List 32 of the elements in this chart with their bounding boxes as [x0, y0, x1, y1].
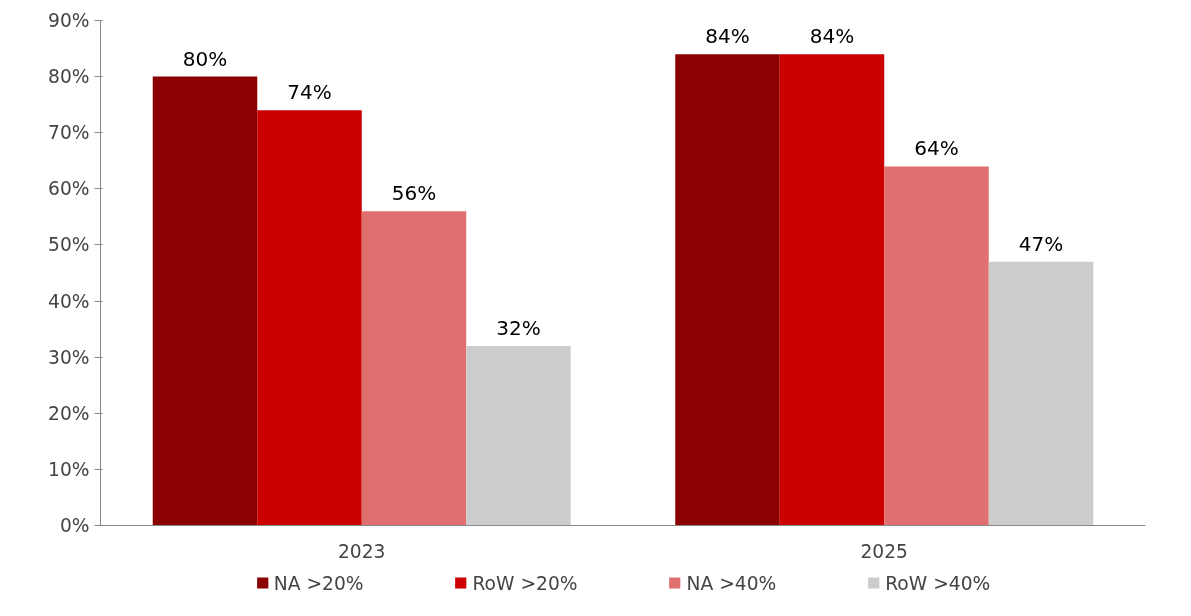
- data-label: 80%: [182, 46, 228, 71]
- bar: [884, 166, 989, 526]
- x-tick-label: 2023: [338, 540, 386, 562]
- x-tick-label: 2025: [860, 540, 908, 562]
- y-tick-label: 50%: [48, 234, 90, 256]
- y-tick-label: 60%: [48, 178, 90, 200]
- data-label: 32%: [496, 315, 541, 340]
- bar: [152, 76, 258, 526]
- data-label: 64%: [914, 136, 959, 161]
- legend-label: RoW >40%: [885, 572, 991, 593]
- data-label: 84%: [705, 24, 750, 49]
- y-tick-label: 0%: [59, 515, 90, 536]
- y-tick-label: 10%: [48, 458, 90, 480]
- bar: [257, 110, 362, 526]
- y-tick-label: 90%: [48, 10, 90, 31]
- y-tick-label: 30%: [48, 346, 90, 368]
- data-label: 74%: [287, 80, 332, 105]
- data-label: 47%: [1018, 231, 1064, 256]
- legend-label: RoW >20%: [472, 572, 578, 593]
- data-label: 56%: [391, 181, 437, 206]
- bar: [675, 54, 780, 526]
- data-label: 84%: [809, 24, 855, 49]
- y-tick-label: 80%: [48, 66, 90, 88]
- y-tick-label: 40%: [48, 290, 90, 312]
- y-tick-label: 20%: [48, 402, 90, 424]
- bar: [466, 345, 571, 526]
- bar: [779, 54, 885, 526]
- legend-label: NA >40%: [686, 572, 777, 593]
- y-tick-label: 70%: [48, 122, 90, 144]
- bar: [988, 261, 1094, 526]
- legend-label: NA >20%: [273, 572, 364, 593]
- bar: [361, 211, 467, 526]
